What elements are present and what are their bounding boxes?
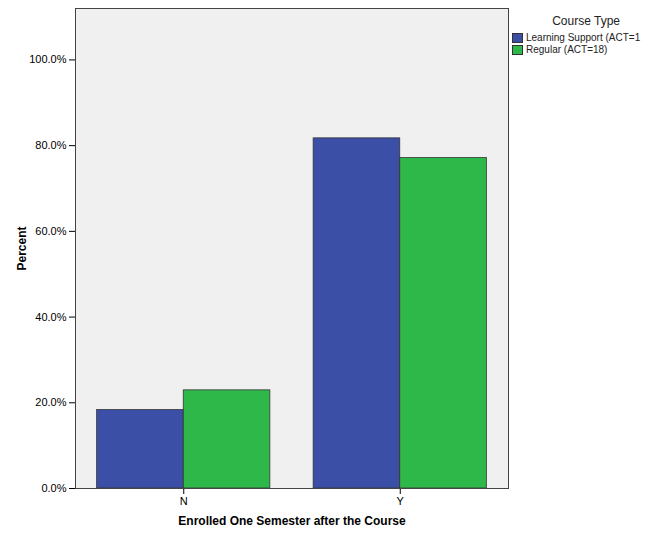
html-text:Regular (ACT=18): Regular (ACT=18) [526, 44, 608, 55]
svg-text:Y: Y [397, 495, 405, 507]
svg-text:0.0%: 0.0% [41, 482, 66, 494]
html-text:Course Type: Course Type [552, 14, 620, 28]
svg-text:60.0%: 60.0% [35, 225, 66, 237]
svg-text:20.0%: 20.0% [35, 396, 66, 408]
svg-text:40.0%: 40.0% [35, 311, 66, 323]
svg-text:Enrolled One Semester after th: Enrolled One Semester after the Course [178, 514, 406, 528]
svg-text:Percent: Percent [15, 226, 29, 270]
svg-text:100.0%: 100.0% [29, 53, 67, 65]
svg-text:80.0%: 80.0% [35, 139, 66, 151]
svg-text:N: N [180, 495, 188, 507]
html-text:Learning Support (ACT=1: Learning Support (ACT=1 [526, 32, 641, 43]
